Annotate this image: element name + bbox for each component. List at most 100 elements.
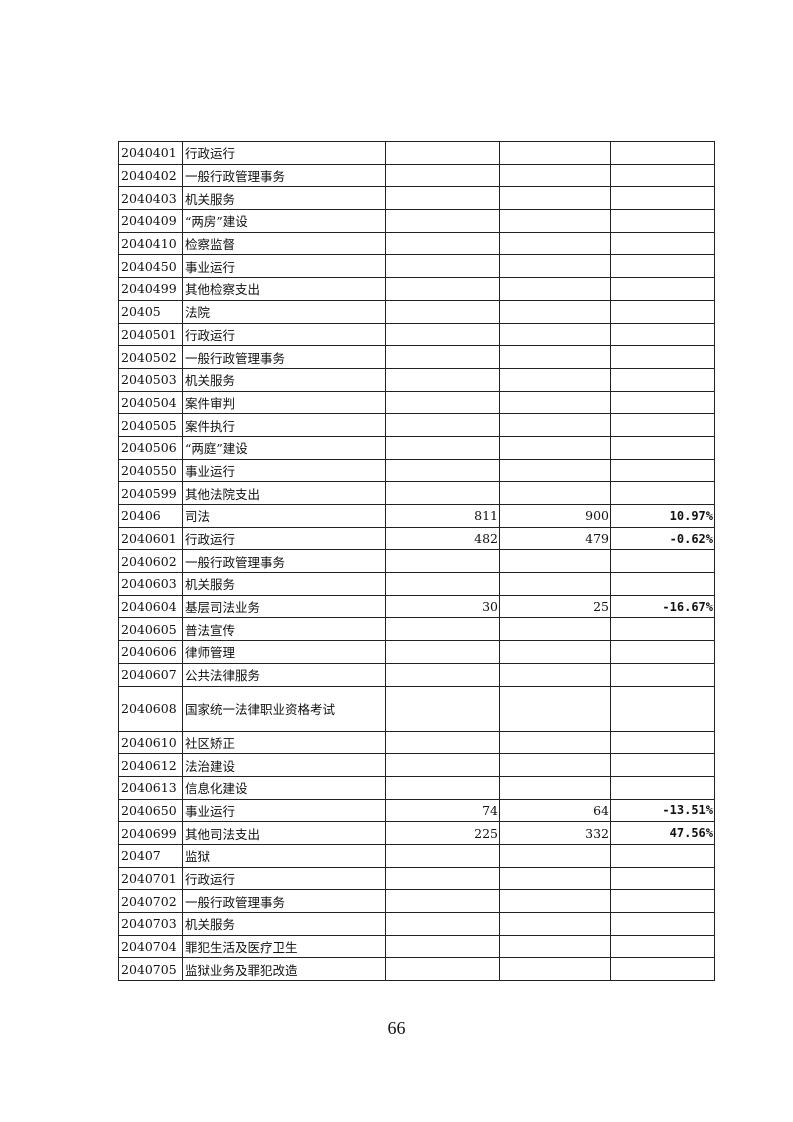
code-cell: 2040599 (118, 481, 183, 505)
table-row: 2040604 基层司法业务 30 25 -16.67% (118, 594, 715, 619)
value-cell-1 (385, 753, 500, 777)
name-cell: 一般行政管理事务 (182, 549, 386, 574)
table-row: 2040608 国家统一法律职业资格考试 (118, 685, 715, 732)
table-row: 20406 司法 811 900 10.97% (118, 504, 715, 528)
value-cell-1 (385, 775, 500, 800)
change-percent-cell: -0.62% (610, 526, 715, 551)
code-cell: 2040602 (118, 549, 183, 574)
change-percent-cell (610, 163, 715, 188)
value-cell-2 (499, 413, 611, 437)
value-cell-1 (385, 458, 500, 483)
code-cell: 2040607 (118, 662, 183, 687)
value-cell-2: 479 (499, 526, 611, 551)
code-cell: 2040610 (118, 730, 183, 755)
table-row: 2040606 律师管理 (118, 640, 715, 664)
table-row: 2040703 机关服务 (118, 912, 715, 936)
code-cell: 20405 (118, 299, 183, 324)
change-percent-cell (610, 685, 715, 732)
code-cell: 2040702 (118, 889, 183, 913)
name-cell: 事业运行 (182, 458, 386, 483)
code-cell: 2040606 (118, 640, 183, 664)
change-percent-cell (610, 186, 715, 211)
value-cell-1: 30 (385, 594, 500, 619)
table-row: 20407 监狱 (118, 843, 715, 868)
change-percent-cell (610, 866, 715, 891)
name-cell: 国家统一法律职业资格考试 (182, 685, 386, 732)
code-cell: 20406 (118, 504, 183, 528)
value-cell-2 (499, 775, 611, 800)
name-cell: 行政运行 (182, 526, 386, 551)
table-row: 2040410 检察监督 (118, 231, 715, 256)
table-row: 2040613 信息化建设 (118, 775, 715, 800)
value-cell-1 (385, 254, 500, 279)
table-row: 2040409 “两房”建设 (118, 209, 715, 233)
value-cell-1 (385, 843, 500, 868)
change-percent-cell (610, 753, 715, 777)
table-row: 2040503 机关服务 (118, 367, 715, 392)
change-percent-cell (610, 299, 715, 324)
table-row: 2040402 一般行政管理事务 (118, 163, 715, 188)
name-cell: 监狱业务及罪犯改造 (182, 957, 386, 982)
value-cell-1: 482 (385, 526, 500, 551)
value-cell-2 (499, 481, 611, 505)
value-cell-2 (499, 163, 611, 188)
change-percent-cell (610, 413, 715, 437)
value-cell-2 (499, 209, 611, 233)
code-cell: 2040401 (118, 141, 183, 165)
change-percent-cell (610, 435, 715, 460)
value-cell-2 (499, 458, 611, 483)
name-cell: 事业运行 (182, 798, 386, 823)
value-cell-2 (499, 549, 611, 574)
table-row: 2040502 一般行政管理事务 (118, 345, 715, 369)
name-cell: 公共法律服务 (182, 662, 386, 687)
table-row: 2040612 法治建设 (118, 753, 715, 777)
value-cell-1 (385, 662, 500, 687)
name-cell: 普法宣传 (182, 617, 386, 642)
code-cell: 2040705 (118, 957, 183, 982)
name-cell: 监狱 (182, 843, 386, 868)
value-cell-1 (385, 912, 500, 936)
page-number: 66 (387, 1018, 406, 1038)
change-percent-cell (610, 277, 715, 301)
value-cell-1 (385, 889, 500, 913)
table-row: 2040705 监狱业务及罪犯改造 (118, 957, 715, 982)
change-percent-cell (610, 730, 715, 755)
value-cell-1 (385, 957, 500, 982)
table-row: 2040650 事业运行 74 64 -13.51% (118, 798, 715, 823)
change-percent-cell (610, 254, 715, 279)
value-cell-2 (499, 866, 611, 891)
change-percent-cell (610, 889, 715, 913)
value-cell-1 (385, 934, 500, 959)
name-cell: 案件审判 (182, 390, 386, 415)
code-cell: 2040703 (118, 912, 183, 936)
value-cell-1 (385, 367, 500, 392)
name-cell: 社区矫正 (182, 730, 386, 755)
table-row: 2040704 罪犯生活及医疗卫生 (118, 934, 715, 959)
code-cell: 2040704 (118, 934, 183, 959)
value-cell-1 (385, 481, 500, 505)
name-cell: 一般行政管理事务 (182, 163, 386, 188)
value-cell-1 (385, 572, 500, 596)
value-cell-1 (385, 231, 500, 256)
name-cell: 法院 (182, 299, 386, 324)
change-percent-cell (610, 549, 715, 574)
code-cell: 2040502 (118, 345, 183, 369)
value-cell-2 (499, 390, 611, 415)
value-cell-2: 332 (499, 821, 611, 845)
table-row: 2040401 行政运行 (118, 141, 715, 165)
value-cell-2 (499, 843, 611, 868)
name-cell: 行政运行 (182, 141, 386, 165)
change-percent-cell: -16.67% (610, 594, 715, 619)
value-cell-2 (499, 685, 611, 732)
change-percent-cell (610, 912, 715, 936)
value-cell-1 (385, 617, 500, 642)
table-row: 2040505 案件执行 (118, 413, 715, 437)
name-cell: 其他检察支出 (182, 277, 386, 301)
value-cell-2 (499, 730, 611, 755)
code-cell: 2040504 (118, 390, 183, 415)
change-percent-cell (610, 345, 715, 369)
value-cell-1 (385, 186, 500, 211)
table-row: 2040610 社区矫正 (118, 730, 715, 755)
value-cell-2: 64 (499, 798, 611, 823)
table-row: 2040499 其他检察支出 (118, 277, 715, 301)
